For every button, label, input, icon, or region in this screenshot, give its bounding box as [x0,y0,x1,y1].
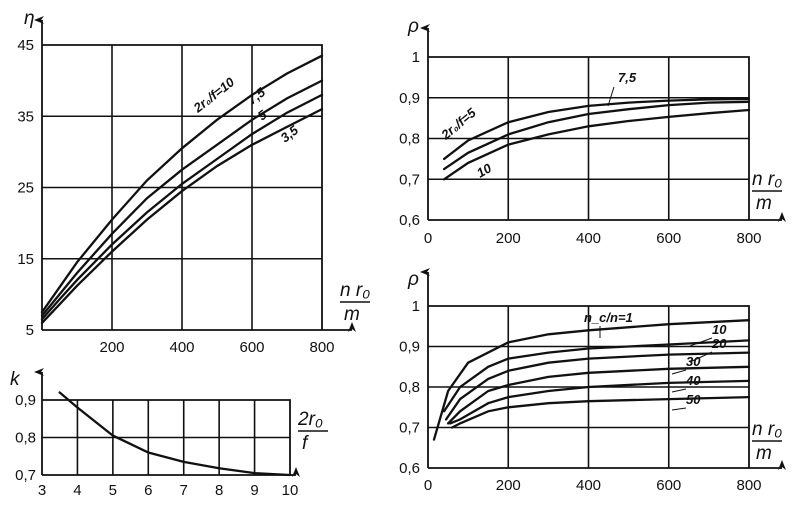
x-tick-label: 5 [109,482,117,499]
x-tick-label: 200 [496,230,521,247]
series-line [40,54,324,314]
y-tick-label: 0,8 [15,430,36,447]
y-tick-label: 0,6 [399,212,420,229]
curve-label: 20 [711,336,727,351]
y-tick-label: 35 [17,108,34,125]
y-tick-label: 0,6 [399,460,420,477]
curve-label: 10 [712,322,727,337]
series-line [444,351,751,421]
series-line [450,395,751,429]
x-axis-label-denominator: f [302,433,309,454]
plot-frame [42,44,323,330]
y-tick-label: 45 [17,37,34,54]
x-tick-label: 400 [576,477,601,494]
curve-label: 50 [686,392,701,407]
x-tick-label: 10 [282,482,299,499]
x-tick-label: 400 [169,339,194,356]
x-tick-label: 8 [215,482,223,499]
series-line [446,365,751,425]
y-tick-label: 0,9 [15,392,36,409]
y-tick-label: 0,7 [399,420,420,437]
series-line [448,379,751,425]
x-tick-label: 7 [180,482,188,499]
curve-label-leader [689,351,713,363]
x-tick-label: 3 [38,482,46,499]
x-tick-label: 9 [250,482,258,499]
series-line [442,100,751,171]
y-axis-label: η [24,8,35,29]
curve-label: 10 [474,160,495,181]
x-tick-label: 4 [73,482,81,499]
x-axis-label-denominator: m [756,193,772,214]
series-line [40,107,324,325]
y-tick-label: 0,8 [399,379,420,396]
x-axis-label-denominator: m [756,443,772,464]
curve-label: 7,5 [618,70,637,85]
x-tick-label: 400 [576,230,601,247]
x-tick-label: 200 [99,339,124,356]
x-tick-label: 800 [736,477,761,494]
curve-label-leader [689,337,713,347]
x-axis-label-numerator: 2r₀ [297,409,323,430]
curve-label: 3,5 [278,122,302,145]
series-line [432,319,751,441]
curve-label: 30 [686,354,701,369]
curve-label-leader [671,407,687,411]
x-tick-label: 0 [424,230,432,247]
x-axis-label-numerator: n r₀ [752,169,782,190]
y-tick-label: 1 [412,298,420,315]
x-tick-label: 600 [656,230,681,247]
y-axis-label: k [10,369,21,390]
x-tick-label: 800 [309,339,334,356]
series-line [442,97,751,161]
curve-label-leader [671,369,687,375]
x-tick-label: 600 [239,339,264,356]
y-axis-label: ρ [407,16,419,37]
x-tick-label: 6 [144,482,152,499]
curve-label: 40 [685,373,701,388]
series-line [40,93,324,321]
curve-label-leader [671,388,687,393]
y-tick-label: 15 [17,251,34,268]
k-chart: 0,7 0,8 0,9 3 4 5 6 7 8 9 10 k 2r₀ f [10,368,328,499]
x-tick-label: 800 [736,230,761,247]
plot-frame [428,56,750,220]
x-axis-label-numerator: n r₀ [340,280,370,301]
x-tick-label: 600 [656,477,681,494]
curve-label-leader [607,86,615,107]
y-axis-label: ρ [407,269,419,290]
y-tick-label: 1 [412,49,420,66]
y-tick-label: 0,7 [15,467,36,484]
y-tick-label: 25 [17,180,34,197]
series-line [442,339,751,413]
x-axis-label-numerator: n r₀ [752,419,782,440]
x-axis-label-denominator: m [344,304,360,325]
series-line [58,391,292,477]
curve-label: n_c/n=1 [584,310,633,325]
plot-frame [42,399,291,475]
plot-frame [428,305,750,468]
y-tick-label: 0,7 [399,171,420,188]
y-tick-label: 5 [26,322,34,339]
y-tick-label: 0,9 [399,339,420,356]
x-tick-label: 0 [424,477,432,494]
series-line [442,108,751,181]
y-tick-label: 0,8 [399,131,420,148]
y-tick-label: 0,9 [399,90,420,107]
x-tick-label: 200 [496,477,521,494]
series-line [40,79,324,317]
